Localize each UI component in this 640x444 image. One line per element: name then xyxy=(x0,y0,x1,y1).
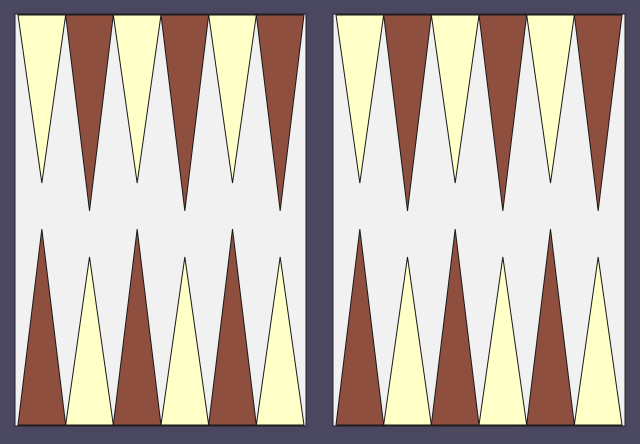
point-bottom-right-3[interactable] xyxy=(430,228,480,426)
point-top-right-1[interactable] xyxy=(335,14,385,184)
point-top-right-2[interactable] xyxy=(383,14,432,212)
point-bottom-left-5[interactable] xyxy=(208,228,257,426)
point-top-left-6[interactable] xyxy=(255,14,305,212)
point-top-left-3[interactable] xyxy=(112,14,162,184)
point-bottom-right-1[interactable] xyxy=(335,228,385,426)
point-top-left-2[interactable] xyxy=(65,14,114,212)
point-top-left-4[interactable] xyxy=(160,14,210,212)
point-bottom-left-2[interactable] xyxy=(65,256,114,426)
point-top-left-5[interactable] xyxy=(208,14,257,184)
point-bottom-left-6[interactable] xyxy=(255,256,305,426)
point-bottom-left-3[interactable] xyxy=(112,228,162,426)
point-bottom-right-5[interactable] xyxy=(526,228,575,426)
point-bottom-right-6[interactable] xyxy=(573,256,623,426)
point-bottom-left-4[interactable] xyxy=(160,256,210,426)
left-half-board[interactable] xyxy=(14,13,307,427)
point-top-right-5[interactable] xyxy=(526,14,575,184)
points-layer xyxy=(17,14,623,426)
watermark-text: www.bkgm.com/gammonplus xyxy=(443,429,517,435)
right-half-board[interactable] xyxy=(332,13,626,427)
point-bottom-left-1[interactable] xyxy=(17,228,67,426)
point-top-right-3[interactable] xyxy=(430,14,480,184)
point-top-right-6[interactable] xyxy=(573,14,623,212)
point-top-right-4[interactable] xyxy=(478,14,528,212)
point-top-left-1[interactable] xyxy=(17,14,67,184)
point-bottom-right-4[interactable] xyxy=(478,256,528,426)
point-bottom-right-2[interactable] xyxy=(383,256,432,426)
